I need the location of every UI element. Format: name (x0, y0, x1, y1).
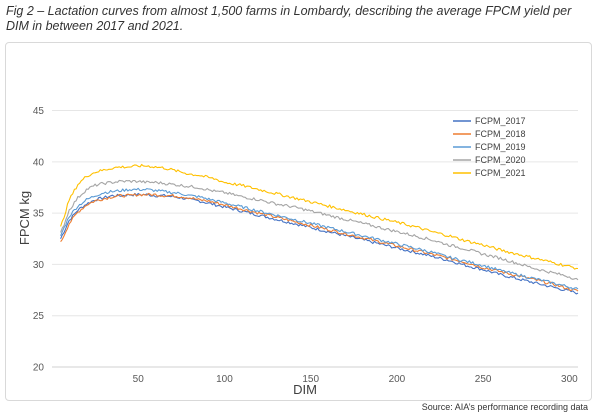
x-axis-ticks: 50 100 150 200 250 300 (133, 374, 578, 385)
x-tick-label: 100 (216, 374, 233, 385)
source-note: Source: AIA’s performance recording data (421, 402, 588, 412)
legend-label: FCPM_2019 (475, 142, 526, 152)
x-tick-label: 150 (302, 374, 319, 385)
series-line-5 (60, 163, 579, 270)
y-tick-label: 20 (33, 363, 45, 374)
x-tick-label: 300 (561, 374, 578, 385)
x-tick-label: 250 (475, 374, 492, 385)
y-tick-label: 40 (33, 157, 45, 168)
chart-frame: 20 25 30 35 40 45 50 100 150 200 250 300 FCPM_2017… (5, 42, 592, 401)
series-line-2 (60, 192, 579, 292)
legend-label: FCPM_2017 (475, 116, 526, 126)
figure-caption: Fig 2 – Lactation curves from almost 1,5… (6, 4, 572, 33)
series-line-1 (60, 192, 579, 295)
lactation-line-chart: 20 25 30 35 40 45 50 100 150 200 250 300 FCPM_2017… (17, 106, 579, 397)
series-line-4 (60, 179, 579, 281)
y-axis-ticks: 20 25 30 35 40 45 (33, 106, 45, 373)
y-tick-label: 25 (33, 311, 45, 322)
series-lines (60, 163, 579, 295)
legend-label: FCPM_2020 (475, 155, 526, 165)
gridlines (52, 110, 578, 368)
y-axis-title: FPCM kg (17, 191, 32, 245)
legend-label: FCPM_2021 (475, 168, 526, 178)
x-axis-title: DIM (293, 382, 317, 397)
y-tick-label: 30 (33, 260, 45, 271)
legend: FCPM_2017 FCPM_2018 FCPM_2019 FCPM_2020 FCPM… (453, 116, 526, 178)
series-line-3 (60, 187, 579, 290)
y-tick-label: 45 (33, 106, 45, 117)
legend-label: FCPM_2018 (475, 129, 526, 139)
y-tick-label: 35 (33, 209, 45, 220)
x-tick-label: 50 (133, 374, 145, 385)
x-tick-label: 200 (389, 374, 406, 385)
